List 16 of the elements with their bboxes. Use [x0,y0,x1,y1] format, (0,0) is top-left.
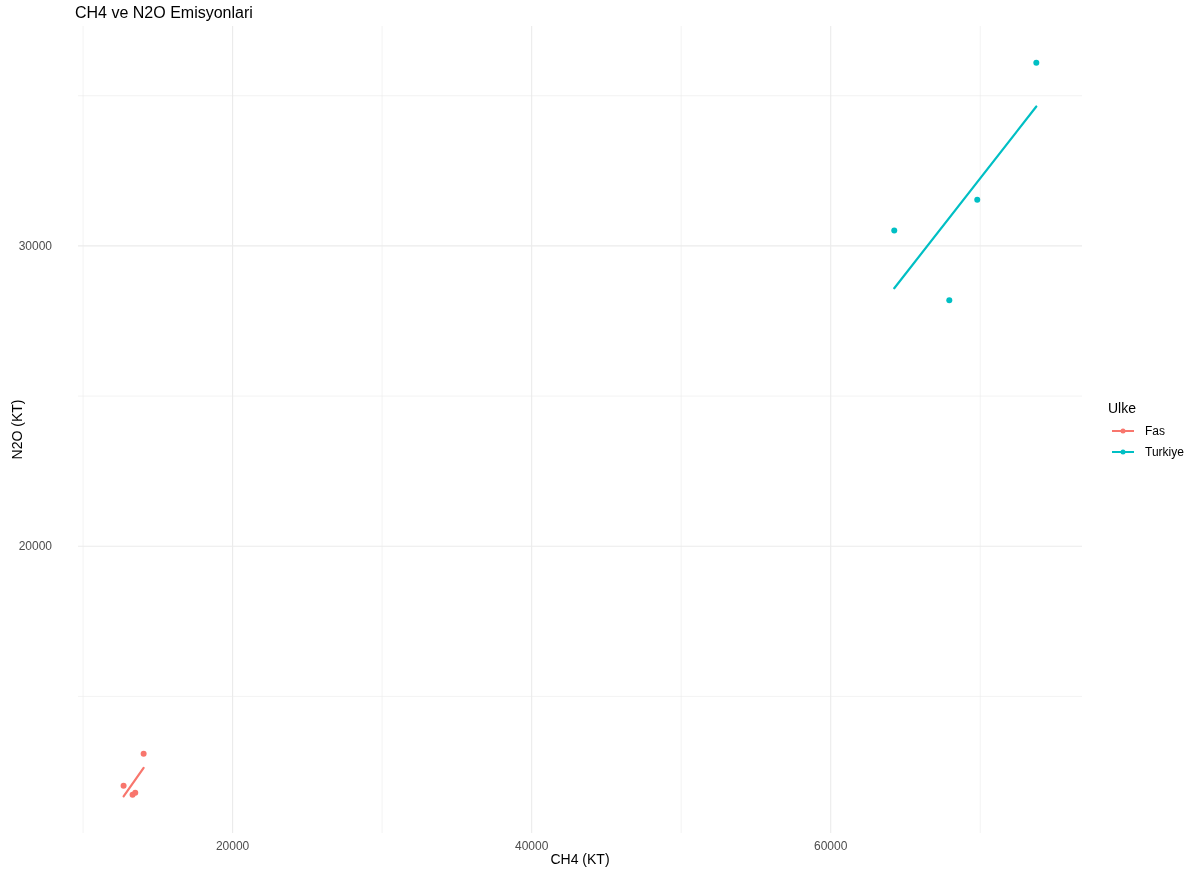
point [946,297,953,304]
point [1033,59,1040,66]
x-tick-label: 60000 [814,839,848,853]
chart-title: CH4 ve N2O Emisyonlari [75,4,253,21]
y-axis-title: N2O (KT) [9,399,25,460]
point [120,782,127,789]
y-tick-label: 30000 [18,238,53,253]
point [140,750,147,757]
legend-label: Turkiye [1145,445,1185,459]
point [891,227,898,234]
legend-label: Fas [1145,424,1166,438]
point [974,196,981,203]
x-tick-label: 20000 [215,839,250,853]
legend-title: Ulke [1108,400,1137,416]
x-tick-label: 40000 [514,839,549,853]
x-axis-title: CH4 (KT) [550,851,610,867]
